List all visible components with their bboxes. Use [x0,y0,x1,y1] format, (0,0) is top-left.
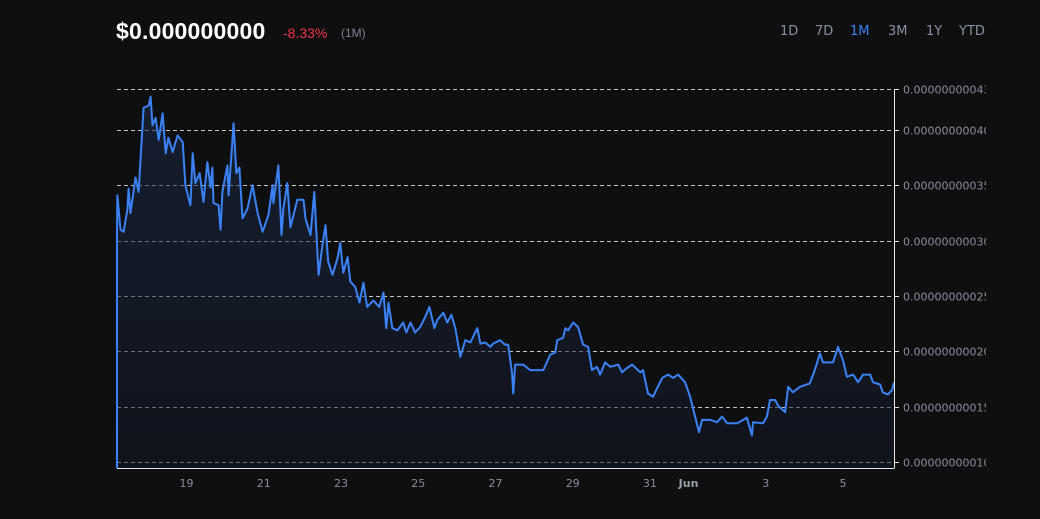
timeframe-1y-button[interactable]: 1Y [926,24,943,39]
x-tick-label: 3 [762,477,769,490]
x-tick-label: Jun [678,477,699,490]
y-tick-label: 0.00000000030 [903,236,990,249]
y-axis-labels: 0.00000000043 0.00000000040 0.00000000035 0… [903,84,990,470]
x-tick-label: 19 [180,477,194,490]
timeframe-ytd-button[interactable]: YTD [959,24,985,39]
timeframe-1d-button[interactable]: 1D [780,24,799,39]
timeframe-1m-button[interactable]: 1M [850,24,870,39]
timeframe-7d-button[interactable]: 7D [815,24,834,39]
price-area-fill [117,96,894,468]
y-tick-label: 0.00000000035 [903,180,990,193]
timeframe-3m-button[interactable]: 3M [888,24,908,39]
y-tick-label: 0.00000000043 [903,84,990,97]
y-tick-label: 0.00000000040 [903,125,990,138]
price-line [116,95,895,468]
x-axis-labels: 19 21 23 25 27 29 31 Jun 3 5 [180,477,847,490]
current-price: $0.000000000 [116,18,266,44]
price-change-percent: -8.33% [283,25,328,41]
x-tick-label: 27 [488,477,502,490]
y-tick-label: 0.00000000015 [903,402,990,415]
chart-axes [117,89,899,469]
y-tick-label: 0.00000000020 [903,346,990,359]
x-tick-label: 21 [257,477,271,490]
change-period: (1M) [341,26,366,40]
x-tick-label: 25 [411,477,425,490]
y-tick-label: 0.00000000010 [903,457,990,470]
x-tick-label: 5 [840,477,847,490]
x-tick-label: 23 [334,477,348,490]
y-tick-label: 0.00000000025 [903,291,990,304]
x-tick-label: 31 [643,477,657,490]
x-tick-label: 29 [566,477,580,490]
